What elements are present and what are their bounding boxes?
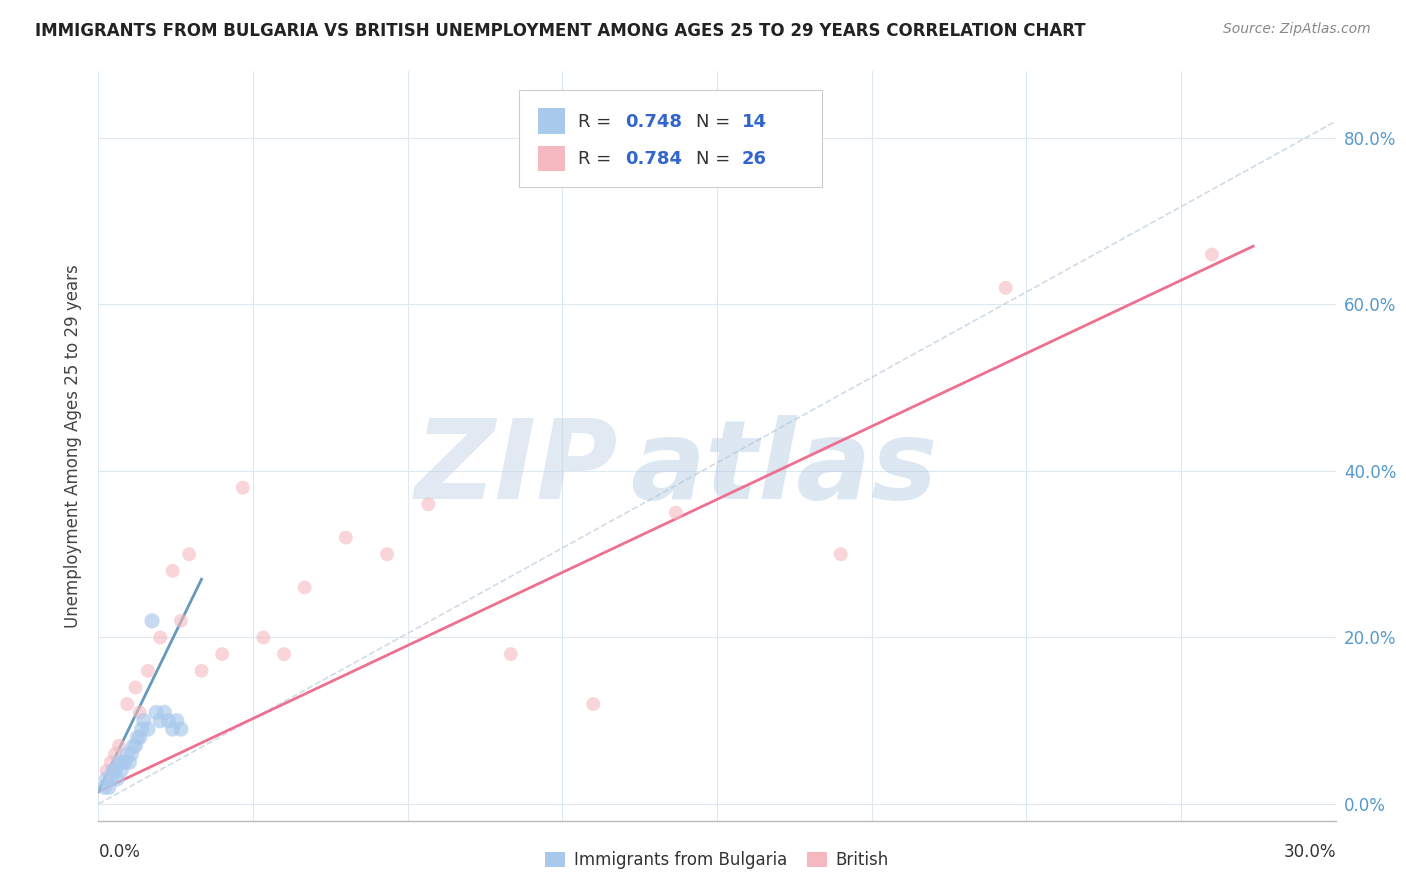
Bar: [537, 108, 565, 134]
Point: [499, 647, 522, 661]
Y-axis label: Unemployment Among Ages 25 to 29 years: Unemployment Among Ages 25 to 29 years: [63, 264, 82, 628]
Point: [665, 506, 688, 520]
Point: [118, 756, 141, 770]
Point: [97, 780, 120, 795]
Text: 26: 26: [742, 150, 766, 168]
Point: [122, 739, 145, 753]
Text: 0.784: 0.784: [626, 150, 682, 168]
Text: Source: ZipAtlas.com: Source: ZipAtlas.com: [1223, 22, 1371, 37]
Point: [124, 739, 146, 753]
Point: [273, 647, 295, 661]
Point: [110, 764, 132, 778]
Point: [211, 647, 233, 661]
Point: [127, 731, 149, 745]
Text: R =: R =: [578, 112, 617, 130]
Point: [1201, 247, 1223, 261]
Text: IMMIGRANTS FROM BULGARIA VS BRITISH UNEMPLOYMENT AMONG AGES 25 TO 29 YEARS CORRE: IMMIGRANTS FROM BULGARIA VS BRITISH UNEM…: [35, 22, 1085, 40]
Point: [93, 780, 115, 795]
Point: [162, 564, 184, 578]
Point: [101, 764, 124, 778]
Point: [108, 739, 131, 753]
Point: [117, 697, 139, 711]
Text: N =: N =: [696, 150, 735, 168]
Point: [252, 631, 274, 645]
Text: R =: R =: [578, 150, 617, 168]
Point: [120, 747, 142, 761]
Point: [145, 706, 167, 720]
Point: [114, 756, 136, 770]
Point: [179, 547, 201, 561]
Point: [131, 722, 153, 736]
Text: ZIP: ZIP: [415, 415, 619, 522]
Point: [582, 697, 605, 711]
Point: [166, 714, 188, 728]
Point: [100, 756, 122, 770]
Text: 0.0%: 0.0%: [98, 843, 141, 861]
Point: [418, 497, 440, 511]
Point: [170, 722, 193, 736]
Point: [162, 722, 184, 736]
Point: [108, 756, 131, 770]
Point: [128, 731, 150, 745]
Point: [190, 664, 212, 678]
Text: N =: N =: [696, 112, 735, 130]
Point: [96, 772, 118, 786]
Point: [294, 581, 316, 595]
Point: [375, 547, 398, 561]
Text: 0.748: 0.748: [626, 112, 682, 130]
Point: [136, 722, 159, 736]
Text: 30.0%: 30.0%: [1284, 843, 1336, 861]
Point: [105, 772, 128, 786]
Point: [830, 547, 852, 561]
Point: [136, 664, 159, 678]
Point: [994, 281, 1017, 295]
Point: [104, 764, 127, 778]
Text: atlas: atlas: [630, 415, 938, 522]
Point: [100, 772, 122, 786]
Point: [149, 631, 172, 645]
Point: [232, 481, 254, 495]
Point: [104, 747, 127, 761]
Point: [132, 714, 155, 728]
FancyBboxPatch shape: [519, 90, 823, 187]
Point: [112, 756, 135, 770]
Bar: [537, 145, 565, 171]
Point: [128, 706, 150, 720]
Point: [149, 714, 172, 728]
Point: [124, 681, 146, 695]
Legend: Immigrants from Bulgaria, British: Immigrants from Bulgaria, British: [538, 845, 896, 876]
Point: [153, 706, 176, 720]
Point: [170, 614, 193, 628]
Point: [157, 714, 180, 728]
Point: [96, 764, 118, 778]
Point: [335, 531, 357, 545]
Point: [117, 747, 139, 761]
Point: [141, 614, 163, 628]
Text: 14: 14: [742, 112, 766, 130]
